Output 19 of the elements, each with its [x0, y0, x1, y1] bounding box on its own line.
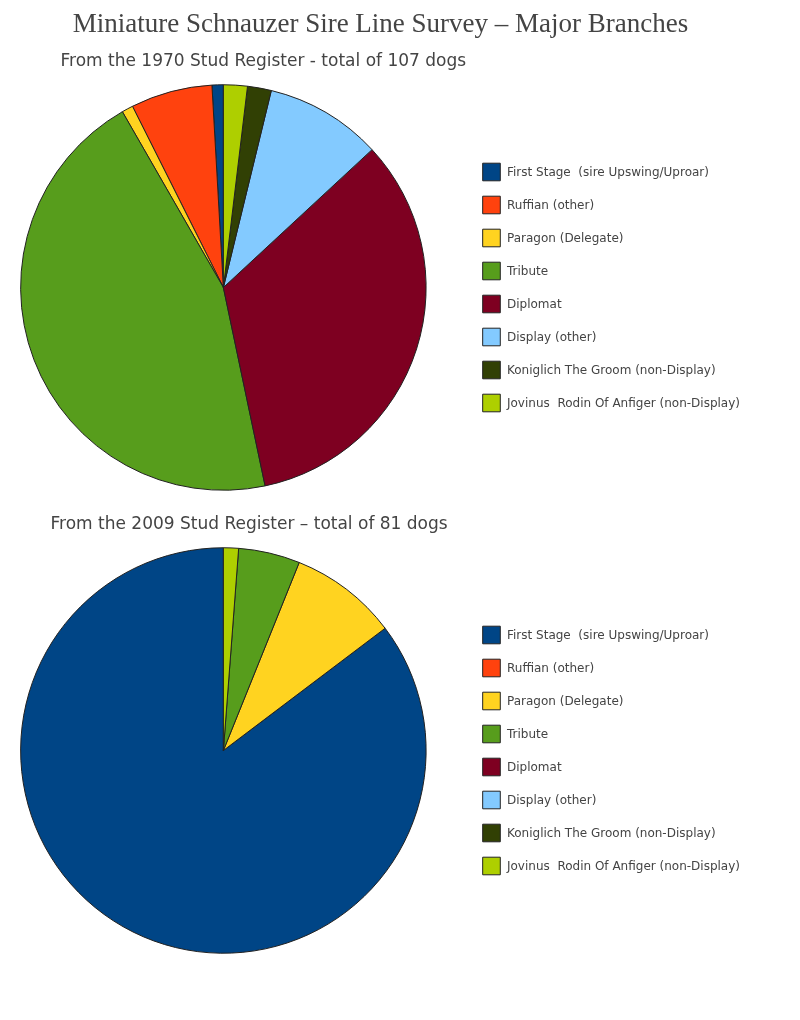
legend-label: Ruffian (other) — [506, 197, 595, 212]
legend-label: Tribute — [506, 263, 549, 278]
legend-label: Diplomat — [506, 296, 562, 311]
legend-label: Paragon (Delegate) — [506, 230, 624, 245]
legend-label: Jovinus Rodin Of Anfiger (non-Display) — [506, 395, 740, 410]
chart-title: From the 2009 Stud Register – total of 81 dogs — [50, 512, 448, 533]
legend-label: Ruffian (other) — [506, 660, 595, 675]
legend-label: Diplomat — [506, 759, 562, 774]
legend-label: Display (other) — [506, 329, 597, 344]
legend-label: Jovinus Rodin Of Anfiger (non-Display) — [506, 858, 740, 873]
chart-title: Miniature Schnauzer Sire Line Survey – Major Branches — [72, 7, 689, 38]
legend-label: Paragon (Delegate) — [506, 693, 624, 708]
legend-label: Display (other) — [506, 792, 597, 807]
legend-label: Koniglich The Groom (non-Display) — [506, 825, 716, 840]
legend-label: Tribute — [506, 726, 549, 741]
chart-subtitle: From the 1970 Stud Register - total of 107 dogs — [60, 49, 467, 70]
legend-label: First Stage (sire Upswing/Uproar) — [506, 164, 709, 179]
slice-label: First Stage (sire Upswing/Uproar) — [506, 627, 709, 642]
legend-label: Koniglich The Groom (non-Display) — [506, 362, 716, 377]
